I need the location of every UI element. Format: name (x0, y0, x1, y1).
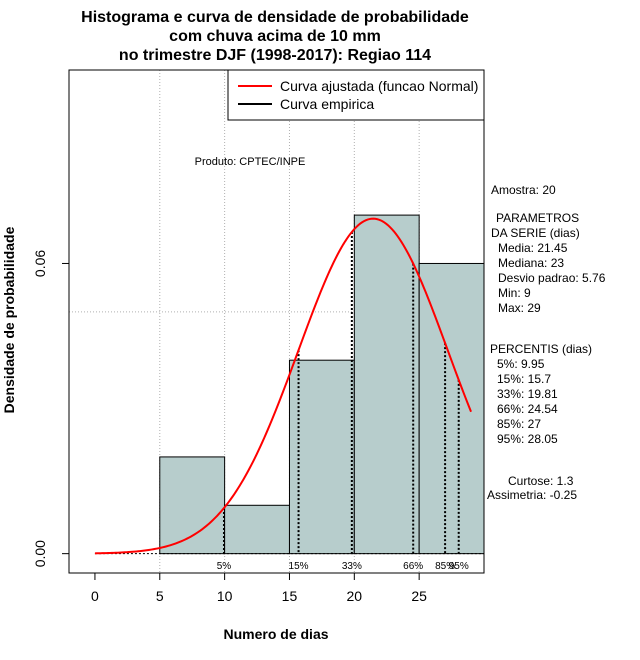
y-axis-label: Densidade de probabilidade (1, 226, 17, 413)
stats-panel: Amostra: 20 PARAMETROS DA SERIE (dias) M… (487, 183, 606, 502)
param-max: Max: 29 (498, 301, 541, 315)
percentile-label-2: 33% (342, 561, 362, 572)
percentile-label-5: 95% (449, 561, 469, 572)
percentile-lines: 5% 15% 33% 66% 85%95% (94, 231, 484, 572)
percentil-85: 85%: 27 (497, 417, 541, 431)
params-heading-2: DA SERIE (dias) (491, 226, 580, 240)
legend: Curva ajustada (funcao Normal) Curva emp… (227, 69, 485, 121)
fitted-curve (94, 217, 472, 555)
percentil-15: 15%: 15.7 (497, 372, 551, 386)
x-axis-label: Numero de dias (223, 626, 328, 642)
skewness: Assimetria: -0.25 (487, 488, 577, 502)
param-median: Mediana: 23 (498, 256, 564, 270)
axes: 0 5 10 15 20 25 0.00 0.06 (32, 69, 485, 604)
x-tick-label: 10 (217, 588, 233, 604)
sample-size: Amostra: 20 (491, 183, 556, 197)
x-tick-label: 5 (156, 588, 164, 604)
x-tick-label: 25 (411, 588, 427, 604)
x-tick-label: 0 (91, 588, 99, 604)
y-tick-label: 0.00 (32, 540, 48, 567)
param-sd: Desvio padrao: 5.76 (498, 271, 606, 285)
legend-box (227, 69, 485, 121)
percentile-label-4: 85% (435, 561, 455, 572)
y-tick-label: 0.06 (32, 250, 48, 277)
param-mean: Media: 21.45 (498, 241, 568, 255)
chart-title-line-3: no trimestre DJF (1998-2017): Regiao 114 (119, 47, 431, 64)
params-heading-1: PARAMETROS (496, 211, 579, 225)
chart-title-line-1: Histograma e curva de densidade de proba… (81, 9, 469, 26)
percentil-5: 5%: 9.95 (497, 357, 545, 371)
normal-curve-line (94, 217, 472, 555)
percentis-heading: PERCENTIS (dias) (490, 342, 592, 356)
kurtosis: Curtose: 1.3 (508, 474, 574, 488)
percentile-label-0: 5% (217, 561, 232, 572)
x-tick-label: 15 (282, 588, 298, 604)
percentil-66: 66%: 24.54 (497, 402, 558, 416)
histogram-bar-4 (418, 262, 485, 555)
percentile-label-3: 66% (403, 561, 423, 572)
histogram-bar-3 (353, 214, 420, 555)
legend-label-fitted: Curva ajustada (funcao Normal) (280, 78, 478, 94)
param-min: Min: 9 (498, 286, 531, 300)
percentile-label-1: 15% (289, 561, 309, 572)
percentil-33: 33%: 19.81 (497, 387, 558, 401)
histogram-bar-0 (159, 456, 226, 555)
chart-title-line-2: com chuva acima de 10 mm (169, 28, 381, 45)
percentil-95: 95%: 28.05 (497, 432, 558, 446)
histogram-bar-1 (224, 504, 290, 555)
histogram-bars (159, 214, 485, 555)
histogram-bar-2 (288, 359, 355, 555)
legend-label-empirical: Curva empirica (280, 96, 374, 112)
product-label: Produto: CPTEC/INPE (195, 156, 306, 168)
x-tick-label: 20 (347, 588, 363, 604)
